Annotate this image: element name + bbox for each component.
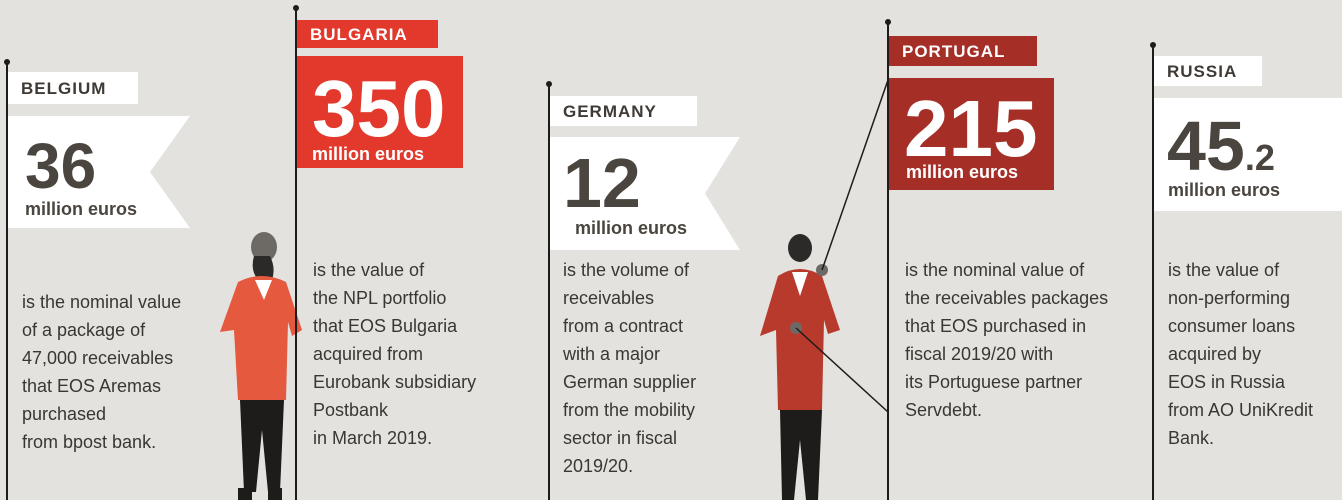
description-line: consumer loans [1168,316,1295,336]
woman-figure [220,232,302,500]
description-line: fiscal 2019/20 with [905,344,1053,364]
amount: 45 [1167,107,1245,185]
description-line: acquired from [313,344,423,364]
country-label: GERMANY [563,102,657,121]
country-label-box [1154,56,1262,86]
description-line: from bpost bank. [22,432,156,452]
description-line: German supplier [563,372,696,392]
description-line: Bank. [1168,428,1214,448]
description-line: that EOS purchased in [905,316,1086,336]
flag [889,78,1054,190]
unit: million euros [906,162,1018,182]
pole-top [546,81,552,87]
description-line: in March 2019. [313,428,432,448]
description-line: from a contract [563,316,683,336]
country-label: BULGARIA [310,25,408,44]
description-line: with a major [562,344,660,364]
flag [8,116,190,228]
description-line: of a package of [22,320,146,340]
description-line: from AO UniKredit [1168,400,1313,420]
amount: 12 [563,144,641,222]
description-line: its Portuguese partner [905,372,1082,392]
amount: 36 [25,130,96,202]
description-line: 47,000 receivables [22,348,173,368]
description-line: is the volume of [563,260,690,280]
description-line: sector in fiscal [563,428,677,448]
country-label: BELGIUM [21,79,106,98]
description-line: from the mobility [563,400,695,420]
description-line: Postbank [313,400,389,420]
description-line: EOS in Russia [1168,372,1286,392]
description-line: is the nominal value [22,292,181,312]
pole-top [293,5,299,11]
amount: 350 [312,64,445,153]
description-line: is the nominal value of [905,260,1085,280]
description-line: Eurobank subsidiary [313,372,476,392]
flag [297,56,463,168]
unit: million euros [575,218,687,238]
country-label-box [8,72,138,104]
country-label-box [889,36,1037,66]
description-line: the NPL portfolio [313,288,446,308]
description-line: that EOS Bulgaria [313,316,458,336]
flag [1154,98,1342,211]
description-line: Servdebt. [905,400,982,420]
amount-fraction: .2 [1245,137,1275,178]
country-label: RUSSIA [1167,62,1237,81]
description-line: that EOS Aremas [22,376,161,396]
description-line: receivables [563,288,654,308]
man-figure [760,79,889,500]
description-line: non-performing [1168,288,1290,308]
description-line: 2019/20. [563,456,633,476]
unit: million euros [25,199,137,219]
description-line: acquired by [1168,344,1261,364]
pole-top [885,19,891,25]
description-line: is the value of [1168,260,1280,280]
pole-top [4,59,10,65]
unit: million euros [1168,180,1280,200]
flag [550,137,740,250]
amount: 215 [904,84,1037,173]
country-label: PORTUGAL [902,42,1005,61]
country-label-box [550,96,697,126]
country-label-box [297,20,438,48]
pole-top [1150,42,1156,48]
description-line: the receivables packages [905,288,1108,308]
unit: million euros [312,144,424,164]
description-line: is the value of [313,260,425,280]
description-line: purchased [22,404,106,424]
